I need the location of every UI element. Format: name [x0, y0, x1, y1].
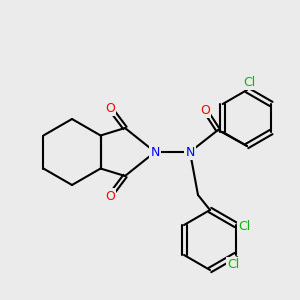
- Text: Cl: Cl: [227, 259, 239, 272]
- Text: O: O: [105, 190, 115, 202]
- Text: Cl: Cl: [243, 76, 255, 88]
- Text: Cl: Cl: [238, 220, 250, 233]
- Text: N: N: [150, 146, 160, 158]
- Text: O: O: [105, 101, 115, 115]
- Text: O: O: [200, 103, 210, 116]
- Text: N: N: [185, 146, 195, 158]
